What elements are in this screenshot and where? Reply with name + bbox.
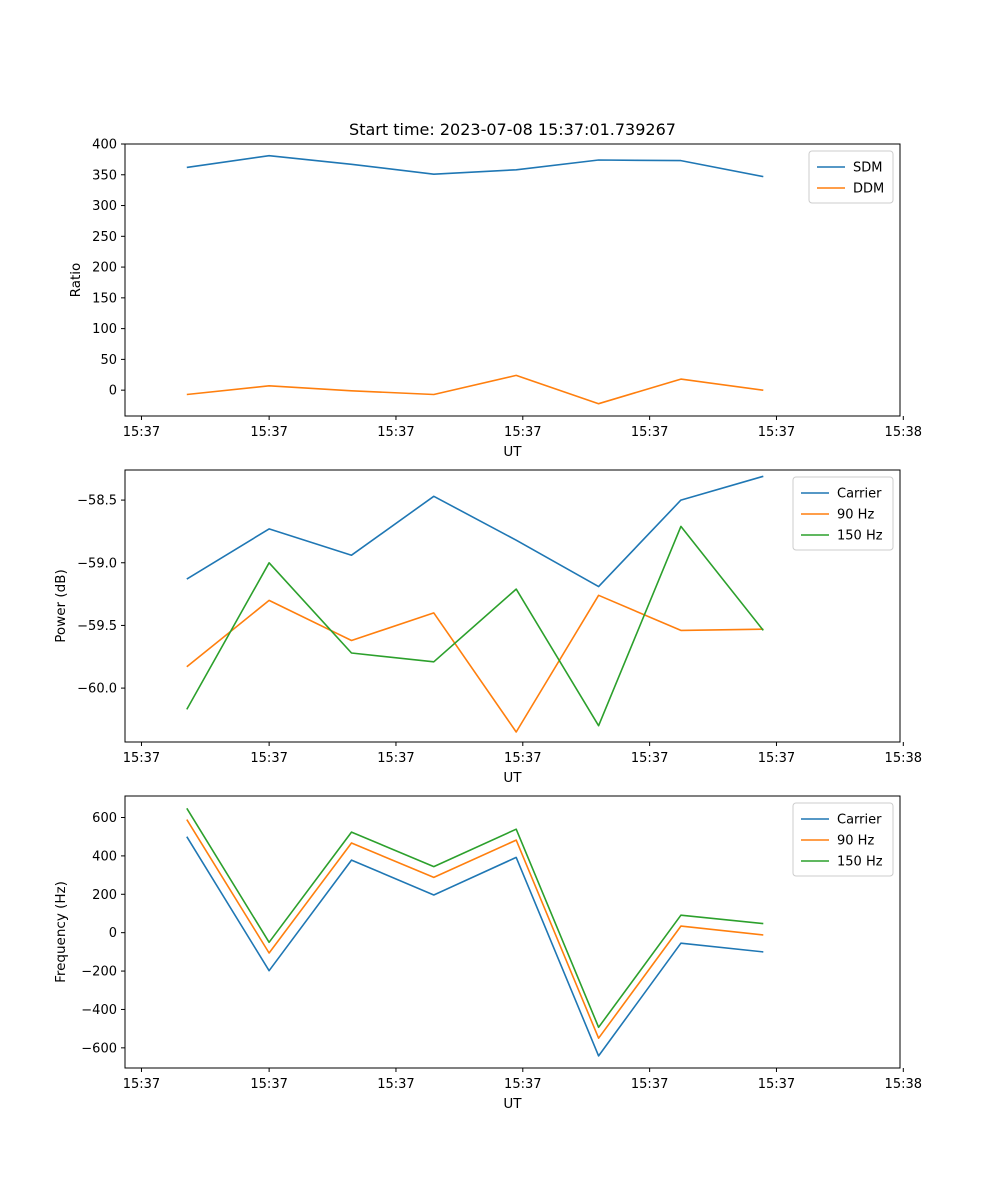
y-axis-label: Power (dB) [53,569,69,642]
x-tick-label: 15:37 [631,425,668,440]
legend-entry: 90 Hz [837,508,874,523]
chart-title: Start time: 2023-07-08 15:37:01.739267 [349,120,676,139]
axes-frame [124,469,901,743]
series-line-150-hz [186,807,764,1029]
y-tick-label: 0 [109,926,117,941]
y-tick-label: 250 [92,230,117,245]
series-line-sdm [186,154,764,178]
x-tick-label: 15:37 [250,1077,287,1092]
x-tick-label: 15:37 [123,1077,160,1092]
y-tick-label: 150 [92,291,117,306]
y-tick-label: −200 [81,965,117,980]
x-tick-label: 15:37 [123,425,160,440]
x-tick-label: 15:37 [123,751,160,766]
legend-entry: SDM [853,161,882,176]
x-tick-label: 15:37 [758,1077,795,1092]
x-tick-label: 15:37 [504,1077,541,1092]
x-tick-label: 15:37 [377,1077,414,1092]
y-tick-label: 200 [92,888,117,903]
y-tick-label: −600 [81,1041,117,1056]
y-tick-label: 300 [92,199,117,214]
legend-entry: Carrier [837,813,882,828]
y-tick-label: 0 [109,384,117,399]
x-tick-label: 15:37 [504,751,541,766]
legend-entry: DDM [853,182,884,197]
y-tick-label: −58.5 [77,494,117,509]
axes-frame [124,795,901,1069]
series-line-carrier [186,836,764,1057]
y-tick-label: 400 [92,138,117,153]
x-tick-label: 15:37 [250,425,287,440]
x-tick-label: 15:38 [885,751,922,766]
legend-entry: Carrier [837,487,882,502]
y-tick-label: −60.0 [77,682,117,697]
x-tick-label: 15:37 [377,751,414,766]
x-tick-label: 15:37 [631,1077,668,1092]
y-tick-label: 350 [92,168,117,183]
series-line-carrier [186,475,764,588]
legend-entry: 150 Hz [837,855,883,870]
x-tick-label: 15:37 [377,425,414,440]
x-tick-label: 15:38 [885,1077,922,1092]
series-line-90-hz [186,819,764,1039]
y-axis-label: Frequency (Hz) [53,881,69,983]
series-line-ddm [186,374,764,405]
y-tick-label: −400 [81,1003,117,1018]
x-axis-label: UT [503,444,522,460]
y-tick-label: 100 [92,322,117,337]
y-axis-label: Ratio [68,263,84,298]
chart-panel-3: 15:37 15:37 15:37 15:37 15:37 15:37 15:38 −600 −… [53,795,922,1112]
legend-entry: 150 Hz [837,529,883,544]
legend-box [808,150,894,204]
legend-entry: 90 Hz [837,834,874,849]
legend: Carrier 90 Hz 150 Hz [792,476,894,551]
y-tick-label: 200 [92,261,117,276]
chart-panel-2: 15:37 15:37 15:37 15:37 15:37 15:37 15:38 −60.0… [53,469,922,786]
x-tick-label: 15:38 [885,425,922,440]
legend-box [792,476,894,551]
x-tick-label: 15:37 [631,751,668,766]
axes-frame [124,143,901,417]
x-tick-label: 15:37 [250,751,287,766]
x-tick-label: 15:37 [758,751,795,766]
legend: Carrier 90 Hz 150 Hz [792,802,894,877]
y-tick-label: 600 [92,811,117,826]
x-axis-label: UT [503,770,522,786]
series-line-90-hz [186,594,764,733]
x-tick-label: 15:37 [504,425,541,440]
x-tick-label: 15:37 [758,425,795,440]
y-tick-label: 400 [92,849,117,864]
legend-box [792,802,894,877]
y-tick-label: 50 [100,353,117,368]
x-axis-label: UT [503,1096,522,1112]
y-tick-label: −59.0 [77,556,117,571]
y-tick-label: −59.5 [77,619,117,634]
legend: SDM DDM [808,150,894,204]
series-line-150-hz [186,525,764,727]
chart-panel-1: Start time: 2023-07-08 15:37:01.739267 15… [68,120,922,460]
